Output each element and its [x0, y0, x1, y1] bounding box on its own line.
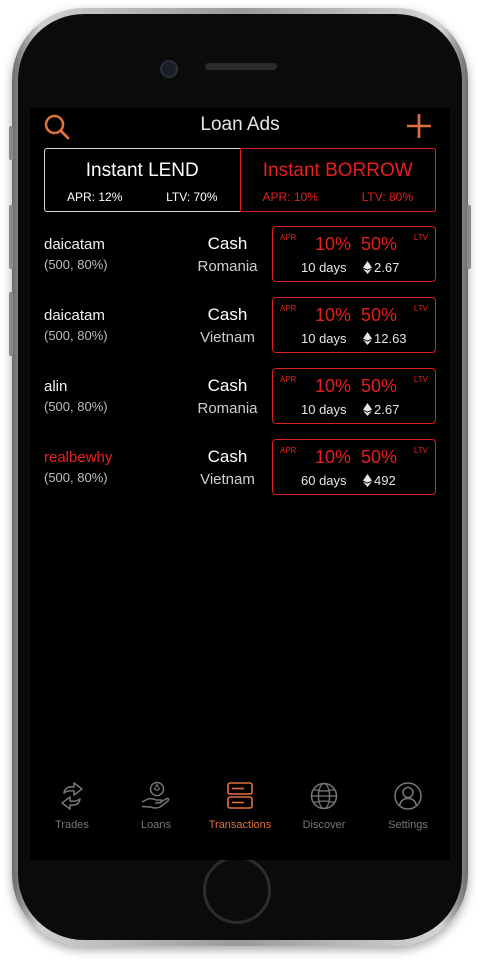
- ad-terms-card[interactable]: APR 10% 50% LTV 60 days 492: [272, 439, 436, 495]
- page-title: Loan Ads: [200, 114, 280, 135]
- earpiece-speaker: [205, 63, 277, 70]
- ltv-label: LTV: [413, 233, 428, 242]
- loan-amount-group: 12.63: [363, 331, 407, 346]
- instant-lend-button[interactable]: Instant LEND APR: 12% LTV: 70%: [44, 148, 240, 212]
- apr-label: APR: [280, 233, 297, 242]
- ltv-value: 50%: [361, 447, 398, 467]
- ad-user[interactable]: daicatam: [44, 236, 105, 253]
- tab-label: Discover: [302, 819, 346, 831]
- loan-duration: 10 days: [301, 331, 347, 346]
- tab-label: Settings: [388, 819, 428, 831]
- apr-value: 10%: [315, 305, 352, 325]
- ad-params: (500, 80%): [44, 399, 108, 414]
- loan-ad-row[interactable]: alin (500, 80%) Cash Romania APR 10% 50%…: [30, 368, 450, 426]
- apr-value: 10%: [315, 234, 352, 254]
- tab-trades[interactable]: Trades: [30, 776, 114, 836]
- tab-loans[interactable]: Loans: [114, 776, 198, 836]
- apr-value: 10%: [315, 447, 352, 467]
- tab-label: Transactions: [208, 819, 272, 831]
- apr-value: 10%: [315, 376, 352, 396]
- ad-params: (500, 80%): [44, 470, 108, 485]
- loan-amount: 12.63: [374, 331, 407, 346]
- volume-down-button: [9, 292, 13, 356]
- ad-terms-card[interactable]: APR 10% 50% LTV 10 days 2.67: [272, 368, 436, 424]
- loan-amount: 2.67: [374, 260, 400, 275]
- mute-switch: [9, 126, 13, 160]
- tab-label: Trades: [55, 819, 89, 831]
- home-button[interactable]: [203, 856, 271, 924]
- instant-borrow-button[interactable]: Instant BORROW APR: 10% LTV: 80%: [239, 148, 436, 212]
- plus-icon: [407, 114, 431, 138]
- ethereum-icon: [363, 332, 372, 345]
- tab-settings[interactable]: Settings: [366, 776, 450, 836]
- header: Loan Ads: [30, 108, 450, 144]
- loan-duration: 10 days: [301, 260, 347, 275]
- ad-location: Vietnam: [200, 471, 255, 488]
- loan-amount-group: 2.67: [363, 260, 399, 275]
- ltv-value: 50%: [361, 305, 398, 325]
- loan-amount: 2.67: [374, 402, 400, 417]
- ad-payment-type: Cash: [207, 447, 248, 466]
- loan-duration: 60 days: [301, 473, 347, 488]
- ltv-label: LTV: [413, 375, 428, 384]
- loan-amount: 492: [374, 473, 396, 488]
- app-screen: Loan Ads Instant LEND APR: 12% LTV: 70% …: [30, 108, 450, 860]
- ethereum-icon: [363, 403, 372, 416]
- ad-user[interactable]: daicatam: [44, 307, 105, 324]
- front-camera: [160, 60, 178, 78]
- instant-lend-ltv: LTV: 70%: [166, 190, 218, 204]
- loan-ad-row[interactable]: daicatam (500, 80%) Cash Vietnam APR 10%…: [30, 297, 450, 355]
- ad-terms-card[interactable]: APR 10% 50% LTV 10 days 2.67: [272, 226, 436, 282]
- ad-payment-type: Cash: [207, 376, 248, 395]
- user-circle-icon: [394, 782, 422, 810]
- swap-arrows-icon: [61, 782, 83, 810]
- ltv-value: 50%: [361, 234, 398, 254]
- instant-borrow-ltv: LTV: 80%: [361, 190, 413, 204]
- search-button[interactable]: [42, 112, 72, 142]
- server-icon: [227, 782, 253, 809]
- hand-coin-icon: [141, 781, 170, 809]
- volume-up-button: [9, 205, 13, 269]
- ethereum-icon: [363, 261, 372, 274]
- apr-label: APR: [280, 375, 297, 384]
- instant-borrow-apr: APR: 10%: [262, 190, 318, 204]
- instant-lend-label: Instant LEND: [85, 160, 199, 181]
- ad-user[interactable]: alin: [44, 378, 68, 395]
- power-button: [467, 205, 471, 269]
- ltv-label: LTV: [413, 446, 428, 455]
- tab-transactions[interactable]: Transactions: [198, 776, 282, 836]
- lend-borrow-toggle: Instant LEND APR: 12% LTV: 70% Instant B…: [44, 148, 436, 212]
- loan-amount-group: 492: [363, 473, 396, 488]
- add-ad-button[interactable]: [404, 111, 434, 141]
- ltv-value: 50%: [361, 376, 398, 396]
- ad-payment-type: Cash: [207, 234, 248, 253]
- ad-params: (500, 80%): [44, 257, 108, 272]
- instant-borrow-label: Instant BORROW: [262, 160, 413, 181]
- ltv-label: LTV: [413, 304, 428, 313]
- tab-discover[interactable]: Discover: [282, 776, 366, 836]
- loan-amount-group: 2.67: [363, 402, 399, 417]
- search-icon: [44, 114, 70, 140]
- ad-location: Romania: [197, 258, 258, 275]
- tab-label: Loans: [141, 819, 171, 831]
- loan-ad-row[interactable]: daicatam (500, 80%) Cash Romania APR 10%…: [30, 226, 450, 284]
- ad-location: Romania: [197, 400, 258, 417]
- loan-ad-row[interactable]: realbewhy (500, 80%) Cash Vietnam APR 10…: [30, 439, 450, 497]
- ad-payment-type: Cash: [207, 305, 248, 324]
- ad-location: Vietnam: [200, 329, 255, 346]
- apr-label: APR: [280, 446, 297, 455]
- ad-user[interactable]: realbewhy: [44, 449, 113, 466]
- ad-params: (500, 80%): [44, 328, 108, 343]
- ethereum-icon: [363, 474, 372, 487]
- loan-duration: 10 days: [301, 402, 347, 417]
- ad-terms-card[interactable]: APR 10% 50% LTV 10 days 12.63: [272, 297, 436, 353]
- instant-lend-apr: APR: 12%: [67, 190, 123, 204]
- globe-icon: [310, 782, 338, 810]
- bottom-tab-bar: Trades Loans Transactions: [30, 776, 450, 836]
- apr-label: APR: [280, 304, 297, 313]
